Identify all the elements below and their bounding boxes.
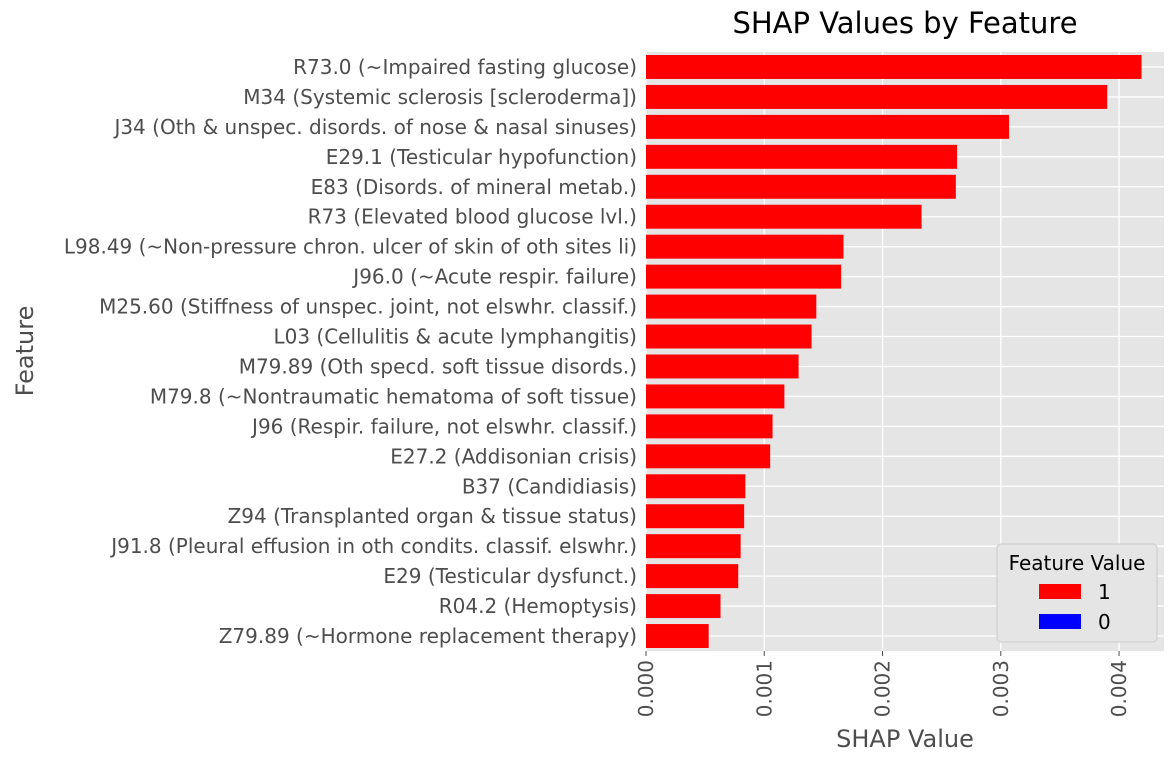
legend: Feature Value 1 0 (996, 543, 1158, 643)
bar (646, 624, 709, 649)
legend-label-1: 1 (1098, 580, 1111, 604)
legend-swatch-0 (1039, 614, 1081, 629)
legend-swatch-1 (1039, 584, 1081, 599)
y-tick-label: E27.2 (Addisonian crisis) (390, 444, 637, 468)
bar (646, 54, 1142, 79)
x-tick-label: 0.003 (989, 660, 1013, 717)
x-tick-label: 0.000 (634, 660, 658, 717)
bar (646, 594, 721, 619)
y-tick-label: L03 (Cellulitis & acute lymphangitis) (273, 325, 637, 349)
y-tick-label: R73 (Elevated blood glucose lvl.) (308, 205, 637, 229)
y-tick-label: R73.0 (~Impaired fasting glucose) (293, 55, 637, 79)
bar (646, 504, 745, 529)
bar (646, 294, 817, 319)
y-tick-label: Z94 (Transplanted organ & tissue status) (228, 504, 637, 528)
bar (646, 354, 799, 379)
y-tick-label: J96 (Respir. failure, not elswhr. classi… (250, 414, 637, 438)
y-tick-label: J96.0 (~Acute respir. failure) (351, 265, 637, 289)
bar (646, 174, 956, 199)
bar (646, 234, 844, 259)
y-tick-label: M34 (Systemic sclerosis [scleroderma]) (243, 85, 637, 109)
bar (646, 204, 922, 229)
bar (646, 444, 771, 469)
bar (646, 534, 741, 559)
x-tick-label: 0.001 (752, 660, 776, 717)
bars (646, 54, 1142, 649)
y-tick-label: Z79.89 (~Hormone replacement therapy) (219, 624, 637, 648)
x-tick-labels: 0.000 0.001 0.002 0.003 0.004 (634, 651, 1131, 717)
legend-title: Feature Value (1009, 551, 1146, 575)
y-axis-title: Feature (11, 306, 39, 397)
y-tick-label: L98.49 (~Non-pressure chron. ulcer of sk… (64, 235, 637, 259)
bar (646, 264, 842, 289)
legend-label-0: 0 (1098, 610, 1111, 634)
y-tick-label: E29 (Testicular dysfunct.) (383, 564, 637, 588)
bar (646, 384, 785, 409)
bar (646, 414, 773, 439)
y-tick-label: E83 (Disords. of mineral metab.) (311, 175, 637, 199)
x-tick-label: 0.002 (871, 660, 895, 717)
y-tick-label: J91.8 (Pleural effusion in oth condits. … (109, 534, 637, 558)
y-tick-label: B37 (Candidiasis) (462, 474, 637, 498)
y-tick-label: R04.2 (Hemoptysis) (439, 594, 637, 618)
x-tick-label: 0.004 (1107, 660, 1131, 717)
bar (646, 84, 1108, 109)
bar (646, 144, 958, 169)
bar (646, 114, 1010, 139)
y-tick-label: M79.89 (Oth specd. soft tissue disords.) (239, 354, 637, 378)
y-tick-label: M79.8 (~Nontraumatic hematoma of soft ti… (150, 384, 637, 408)
bar (646, 324, 812, 349)
chart-title: SHAP Values by Feature (732, 6, 1077, 40)
x-axis-title: SHAP Value (836, 725, 974, 753)
bar (646, 564, 739, 589)
bar (646, 474, 746, 499)
y-tick-label: M25.60 (Stiffness of unspec. joint, not … (99, 295, 637, 319)
y-tick-label: E29.1 (Testicular hypofunction) (326, 145, 637, 169)
y-tick-labels: R73.0 (~Impaired fasting glucose) M34 (Sy… (64, 55, 637, 648)
y-tick-label: J34 (Oth & unspec. disords. of nose & na… (112, 115, 637, 139)
